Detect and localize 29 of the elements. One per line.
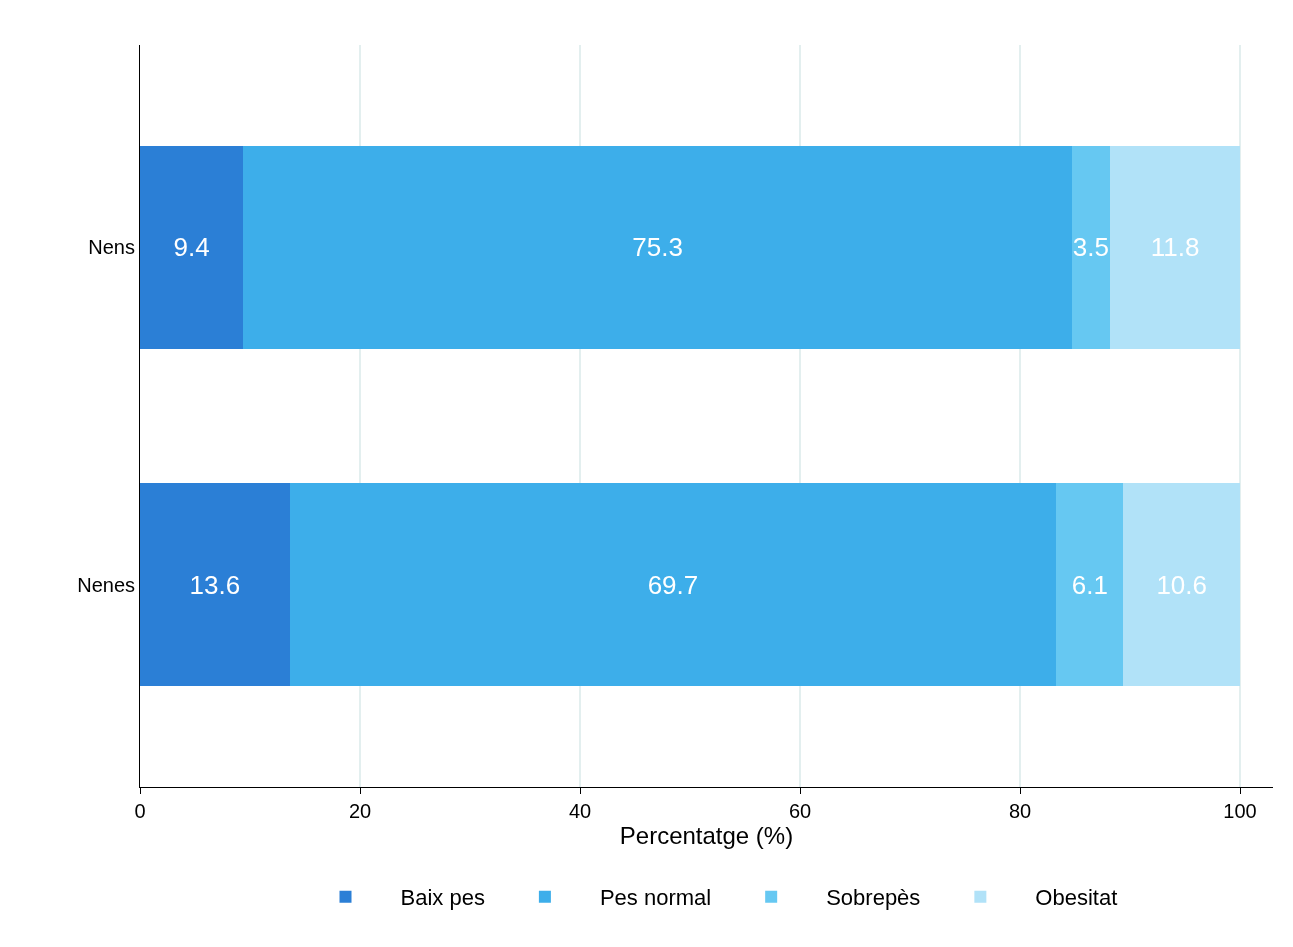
- bar: [1056, 483, 1124, 686]
- x-tick-label: 0: [134, 800, 146, 822]
- x-tick-label: 40: [568, 800, 592, 822]
- x-tick-label: 20: [348, 800, 372, 822]
- bar: [289, 483, 1057, 686]
- data-label: 13.6: [189, 569, 241, 600]
- x-tick-label: 60: [788, 800, 812, 822]
- x-axis-title: Percentatge (%): [619, 822, 794, 849]
- legend-label: Obesitat: [1035, 885, 1118, 911]
- bar: [1123, 483, 1240, 686]
- y-tick-label: Nens: [88, 236, 135, 259]
- data-label: 11.8: [1150, 232, 1200, 263]
- bar: [1110, 146, 1240, 349]
- legend-label: Baix pes: [400, 885, 485, 911]
- bar: [140, 146, 244, 349]
- x-tick-label: 80: [1008, 800, 1032, 822]
- bar: [243, 146, 1072, 349]
- data-label: 75.3: [632, 232, 683, 263]
- bar: [1071, 146, 1111, 349]
- data-label: 3.5: [1072, 232, 1110, 263]
- x-tick-label: 100: [1223, 800, 1257, 822]
- data-label: 69.7: [647, 569, 699, 600]
- legend-label: Sobrepès: [826, 885, 921, 911]
- bar: [140, 483, 290, 686]
- y-tick-label: Nenes: [77, 573, 135, 596]
- data-label: 10.6: [1156, 569, 1207, 600]
- data-label: 9.4: [173, 232, 210, 263]
- legend-label: Pes normal: [599, 885, 712, 911]
- data-label: 6.1: [1071, 569, 1108, 600]
